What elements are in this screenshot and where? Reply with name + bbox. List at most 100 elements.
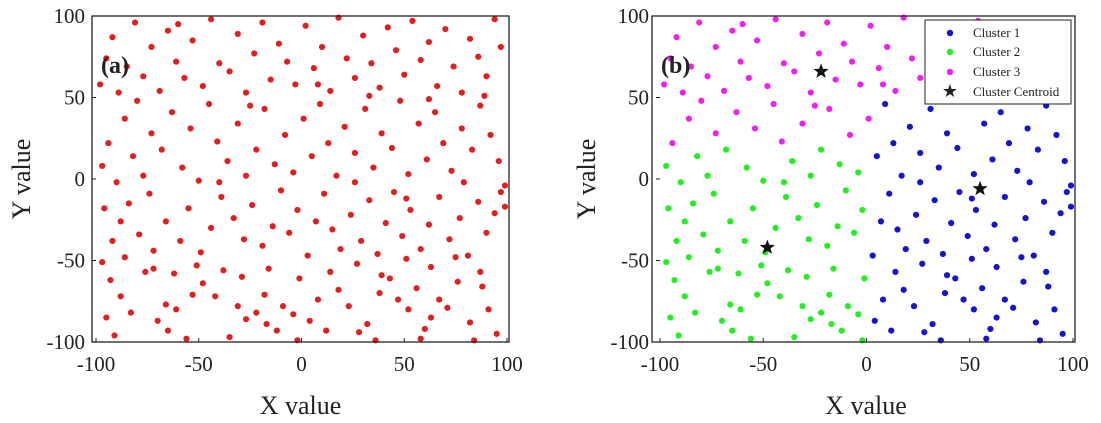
y-tick-label: -100: [47, 330, 86, 354]
scatter-point-data-points: [142, 268, 149, 276]
scatter-point-cluster-2: [667, 314, 674, 321]
scatter-point-cluster-1: [1022, 215, 1029, 222]
scatter-point-cluster-2: [776, 293, 783, 300]
scatter-point-data-points: [366, 197, 373, 204]
legend: Cluster 1 Cluster 2 Cluster 3 ★ Cluster …: [924, 19, 1072, 105]
scatter-point-data-points: [308, 153, 315, 160]
scatter-point-cluster-1: [979, 285, 986, 292]
scatter-point-data-points: [399, 232, 406, 240]
scatter-point-data-points: [431, 109, 439, 116]
scatter-point-data-points: [323, 327, 330, 334]
scatter-point-cluster-2: [663, 162, 670, 170]
scatter-point-data-points: [347, 211, 354, 218]
scatter-point-data-points: [281, 131, 289, 139]
scatter-point-cluster-2: [807, 316, 814, 323]
scatter-point-cluster-2: [851, 229, 858, 236]
scatter-point-cluster-2: [727, 218, 734, 225]
scatter-point-cluster-3: [892, 87, 899, 95]
scatter-point-cluster-1: [927, 105, 934, 113]
legend-marker-cluster-2: [946, 48, 954, 56]
scatter-point-cluster-2: [855, 169, 862, 176]
scatter-point-cluster-3: [846, 131, 854, 139]
scatter-point-data-points: [197, 249, 204, 256]
scatter-point-cluster-2: [799, 303, 806, 310]
scatter-point-data-points: [214, 138, 221, 145]
scatter-point-cluster-3: [729, 27, 736, 34]
scatter-point-data-points: [189, 37, 196, 44]
x-tick-label: 50: [959, 352, 980, 376]
scatter-point-data-points: [304, 252, 311, 259]
scatter-point-data-points: [240, 236, 248, 243]
scatter-point-cluster-3: [764, 82, 771, 90]
scatter-point-data-points: [425, 221, 433, 228]
scatter-point-cluster-3: [720, 87, 728, 95]
scatter-point-cluster-2: [673, 237, 680, 245]
scatter-point-data-points: [314, 296, 322, 303]
scatter-point-data-points: [327, 87, 334, 95]
scatter-point-data-points: [452, 254, 459, 261]
scatter-point-data-points: [125, 200, 132, 207]
scatter-point-cluster-1: [910, 303, 918, 310]
scatter-point-data-points: [405, 171, 412, 178]
scatter-point-cluster-1: [1032, 319, 1039, 326]
x-tick-label: -50: [185, 352, 213, 376]
scatter-point-data-points: [382, 219, 389, 227]
scatter-point-cluster-3: [826, 105, 833, 113]
scatter-point-cluster-2: [824, 242, 831, 249]
scatter-point-cluster-3: [857, 81, 864, 88]
scatter-point-data-points: [306, 317, 313, 324]
scatter-point-cluster-2: [855, 311, 862, 318]
panel-b: -100 -50 0 50 100 -100 -50 0 50 100 (b) X value Y…: [572, 4, 1089, 420]
scatter-point-data-points: [388, 144, 396, 152]
scatter-point-data-points: [271, 161, 278, 168]
scatter-point-data-points: [458, 89, 465, 96]
legend-label-cluster-2: Cluster 2: [973, 44, 1020, 59]
scatter-point-data-points: [370, 164, 377, 171]
scatter-point-data-points: [199, 82, 206, 90]
scatter-point-data-points: [483, 73, 490, 80]
scatter-point-data-points: [199, 280, 206, 287]
scatter-point-cluster-1: [968, 195, 975, 202]
y-tick-label: -50: [621, 249, 649, 273]
scatter-point-data-points: [477, 102, 484, 109]
scatter-point-data-points: [333, 172, 340, 179]
scatter-point-cluster-1: [993, 263, 1000, 271]
scatter-point-data-points: [417, 245, 424, 253]
scatter-point-cluster-2: [772, 224, 779, 231]
scatter-point-cluster-2: [859, 206, 866, 214]
scatter-point-data-points: [267, 76, 274, 83]
scatter-point-data-points: [427, 314, 435, 321]
scatter-point-data-points: [448, 167, 455, 174]
scatter-point-cluster-2: [692, 309, 699, 316]
scatter-point-data-points: [425, 38, 433, 46]
scatter-point-data-points: [216, 179, 223, 186]
scatter-point-cluster-3: [908, 55, 916, 62]
scatter-point-data-points: [413, 285, 420, 292]
scatter-point-cluster-1: [931, 197, 938, 204]
scatter-point-cluster-2: [681, 293, 688, 300]
scatter-point-cluster-2: [817, 146, 825, 153]
scatter-point-cluster-1: [921, 329, 928, 336]
scatter-point-data-points: [261, 291, 268, 298]
scatter-point-data-points: [127, 309, 135, 316]
scatter-point-data-points: [491, 210, 498, 217]
scatter-point-data-points: [99, 259, 106, 266]
y-tick-label: 100: [618, 4, 650, 28]
scatter-point-cluster-2: [714, 265, 721, 272]
scatter-point-cluster-1: [1018, 254, 1025, 261]
scatter-point-cluster-1: [1057, 210, 1064, 217]
scatter-point-data-points: [187, 125, 194, 132]
scatter-point-cluster-1: [1067, 182, 1075, 189]
scatter-point-cluster-2: [842, 187, 849, 194]
panel-b-ticks: -100 -50 0 50 100 -100 -50 0 50 100: [611, 4, 1089, 376]
scatter-point-cluster-3: [824, 19, 831, 26]
scatter-point-data-points: [446, 236, 453, 243]
scatter-point-data-points: [273, 327, 280, 334]
scatter-point-cluster-1: [941, 290, 949, 297]
scatter-point-cluster-3: [669, 140, 676, 147]
scatter-point-cluster-2: [665, 205, 672, 212]
scatter-point-data-points: [335, 286, 342, 293]
scatter-point-data-points: [220, 267, 227, 274]
scatter-point-data-points: [123, 63, 130, 70]
scatter-point-cluster-3: [687, 63, 695, 70]
